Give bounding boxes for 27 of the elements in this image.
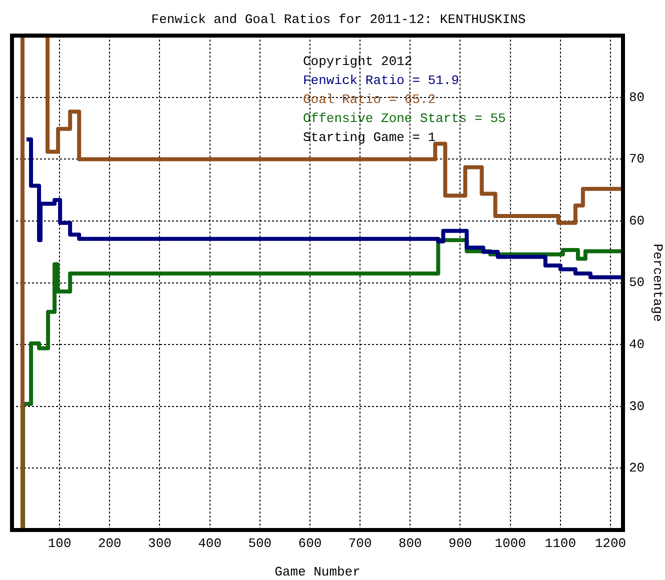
x-tick-label: 600 bbox=[298, 536, 322, 552]
x-tick-label: 100 bbox=[48, 536, 72, 552]
x-tick-label: 400 bbox=[198, 536, 222, 552]
x-tick-label: 200 bbox=[98, 536, 122, 552]
y-tick-label: 60 bbox=[629, 213, 645, 228]
chart-title: Fenwick and Goal Ratios for 2011-12: KENTHUSKINS bbox=[151, 12, 526, 28]
text: Fenwick Ratio = 51.9 bbox=[303, 73, 460, 88]
y-tick-label: 70 bbox=[629, 152, 645, 167]
text: Goal Ratio = 65.2 bbox=[303, 92, 436, 108]
x-tick-label: 900 bbox=[448, 536, 472, 552]
x-tick-label: 1100 bbox=[544, 536, 576, 552]
y-tick-label: 50 bbox=[629, 275, 645, 290]
y-axis-title: Percentage bbox=[650, 244, 665, 322]
x-tick-label: 800 bbox=[398, 536, 422, 552]
y-tick-label: 30 bbox=[629, 398, 645, 414]
y-tick-label: 20 bbox=[629, 460, 645, 476]
x-tick-label: 300 bbox=[148, 536, 172, 552]
x-tick-label: 500 bbox=[248, 536, 272, 552]
x-tick-label: 1200 bbox=[594, 536, 626, 552]
x-tick-label: 1000 bbox=[494, 536, 526, 552]
text: Offensive Zone Starts = 55 bbox=[303, 111, 506, 126]
annotation: Starting Game = 1 bbox=[303, 130, 436, 146]
y-tick-label: 80 bbox=[629, 90, 645, 105]
y-tick-label: 40 bbox=[629, 337, 645, 352]
x-axis-title: Game Number bbox=[274, 564, 360, 580]
x-tick-label: 700 bbox=[348, 536, 372, 552]
annotation: Copyright 2012 bbox=[303, 54, 412, 70]
